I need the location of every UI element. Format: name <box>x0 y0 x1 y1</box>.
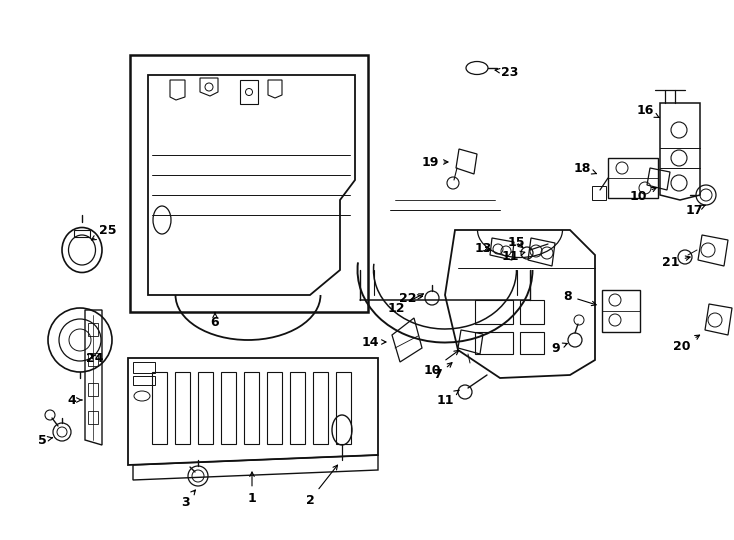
Bar <box>475 332 513 354</box>
Bar <box>198 372 213 444</box>
Bar <box>592 186 606 200</box>
Text: 6: 6 <box>211 313 219 328</box>
Bar <box>608 158 658 198</box>
Text: 10: 10 <box>629 187 656 202</box>
Text: 4: 4 <box>68 394 82 407</box>
Bar <box>336 372 351 444</box>
Bar <box>244 372 259 444</box>
Bar <box>74 230 90 237</box>
Text: 19: 19 <box>421 156 448 168</box>
Bar <box>88 323 98 336</box>
Text: 7: 7 <box>434 363 452 381</box>
Bar <box>221 372 236 444</box>
Bar <box>152 372 167 444</box>
Bar <box>267 372 282 444</box>
Text: 14: 14 <box>361 335 386 348</box>
Bar <box>520 332 544 354</box>
Text: 17: 17 <box>686 204 705 217</box>
Text: 11: 11 <box>436 390 459 407</box>
Text: 8: 8 <box>564 289 596 306</box>
Text: 22: 22 <box>399 292 423 305</box>
Text: 23: 23 <box>495 65 519 78</box>
Text: 13: 13 <box>474 241 492 254</box>
Text: 21: 21 <box>662 255 690 268</box>
Bar <box>602 290 640 332</box>
Bar <box>520 300 544 324</box>
Bar <box>88 411 98 424</box>
Bar <box>133 376 155 385</box>
Bar <box>88 353 98 366</box>
Bar <box>290 372 305 444</box>
Text: 18: 18 <box>573 161 597 174</box>
Text: 11: 11 <box>501 249 525 262</box>
Text: 20: 20 <box>673 335 700 353</box>
Bar <box>88 383 98 396</box>
Text: 9: 9 <box>552 341 567 354</box>
Bar <box>133 362 155 373</box>
Text: 24: 24 <box>87 352 103 365</box>
Text: 16: 16 <box>636 104 659 118</box>
Text: 2: 2 <box>305 465 338 507</box>
Text: 10: 10 <box>424 350 459 376</box>
Text: 3: 3 <box>181 490 195 509</box>
Bar <box>313 372 328 444</box>
Text: 5: 5 <box>37 434 52 447</box>
Bar <box>175 372 190 444</box>
Text: 12: 12 <box>388 294 424 314</box>
Bar <box>130 55 368 312</box>
Bar <box>240 80 258 104</box>
Text: 1: 1 <box>247 472 256 504</box>
Bar <box>475 300 513 324</box>
Text: 25: 25 <box>92 224 117 240</box>
Text: 15: 15 <box>507 235 525 248</box>
